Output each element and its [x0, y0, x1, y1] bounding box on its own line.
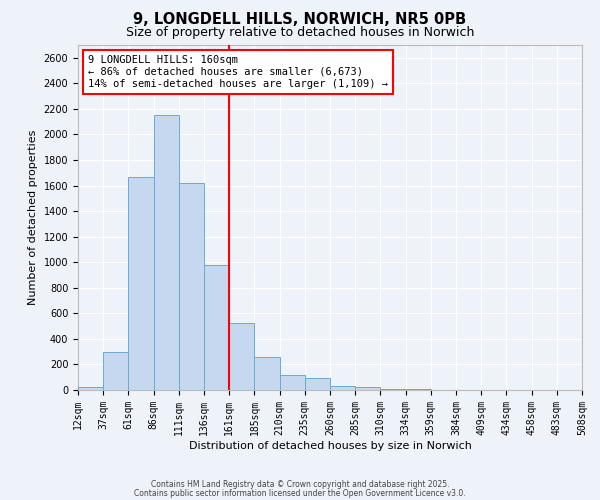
Bar — [280, 374, 305, 390]
Text: 9, LONGDELL HILLS, NORWICH, NR5 0PB: 9, LONGDELL HILLS, NORWICH, NR5 0PB — [133, 12, 467, 28]
Text: Contains HM Land Registry data © Crown copyright and database right 2025.: Contains HM Land Registry data © Crown c… — [151, 480, 449, 489]
Bar — [179, 183, 204, 390]
Bar — [204, 266, 229, 390]
Bar — [380, 388, 406, 390]
Bar — [128, 176, 154, 390]
Bar — [78, 388, 103, 390]
Bar — [305, 378, 330, 390]
Bar — [330, 386, 355, 390]
Bar — [103, 352, 128, 390]
Bar — [229, 323, 254, 390]
X-axis label: Distribution of detached houses by size in Norwich: Distribution of detached houses by size … — [188, 440, 472, 450]
Text: 9 LONGDELL HILLS: 160sqm
← 86% of detached houses are smaller (6,673)
14% of sem: 9 LONGDELL HILLS: 160sqm ← 86% of detach… — [88, 56, 388, 88]
Bar — [355, 387, 380, 390]
Bar — [154, 116, 179, 390]
Text: Size of property relative to detached houses in Norwich: Size of property relative to detached ho… — [126, 26, 474, 39]
Y-axis label: Number of detached properties: Number of detached properties — [28, 130, 38, 305]
Bar — [254, 358, 280, 390]
Text: Contains public sector information licensed under the Open Government Licence v3: Contains public sector information licen… — [134, 489, 466, 498]
